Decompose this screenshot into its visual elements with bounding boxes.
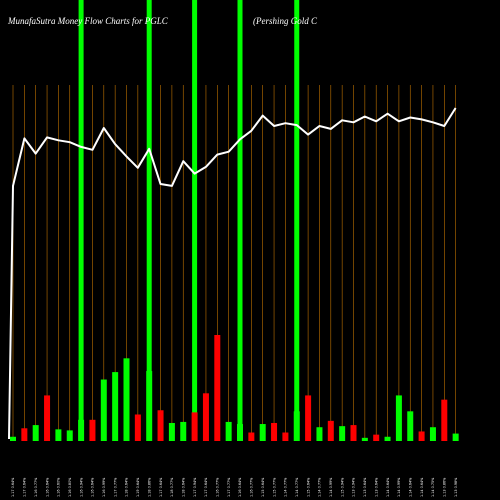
x-tick-label: 1.15 0.94% <box>340 477 344 497</box>
x-tick-label: 1.16 0.99% <box>102 477 106 497</box>
highlight-columns <box>78 0 300 441</box>
highlight-column <box>146 0 152 441</box>
x-tick-label: 1.13 0.64% <box>374 477 378 497</box>
volume-bar <box>202 393 209 441</box>
x-tick-label: 1.16 0.60% <box>57 477 61 497</box>
highlight-column <box>294 0 300 441</box>
x-tick-label: 1.14 0.77% <box>318 477 322 497</box>
volume-bar <box>271 422 278 441</box>
volume-bar <box>350 425 357 441</box>
volume-bar <box>384 436 391 441</box>
x-tick-label: 1.16 0.77% <box>34 477 38 497</box>
volume-bar <box>237 424 243 441</box>
volume-bar <box>44 395 51 441</box>
volume-bar <box>339 426 346 441</box>
x-tick-label: 1.16 0.77% <box>250 477 254 497</box>
x-tick-label: 1.14 0.99% <box>329 477 333 497</box>
volume-bar <box>441 399 448 441</box>
x-tick-label: 1.17 0.64% <box>159 477 163 497</box>
x-tick-label: 1.18 0.77% <box>170 477 174 497</box>
volume-bar <box>21 428 28 441</box>
highlight-column <box>78 0 84 441</box>
x-tick-label: 1.16 0.64% <box>45 477 49 497</box>
x-tick-label: 1.15 0.64% <box>261 477 265 497</box>
volume-bar <box>112 372 119 441</box>
x-tick-label: 1.13 0.86% <box>443 477 447 497</box>
volume-bar <box>10 436 16 441</box>
volume-bar <box>452 433 459 441</box>
volume-bar <box>395 395 402 441</box>
x-tick-label: 1.16 0.94% <box>79 477 83 497</box>
chart-subtitle: (Pershing Gold C <box>253 16 318 26</box>
price-line <box>8 107 457 440</box>
volume-bar <box>32 425 39 441</box>
x-tick-label: 1.14 0.77% <box>284 477 288 497</box>
x-tick-label: 1.14 0.64% <box>408 477 412 497</box>
volume-bar <box>259 424 266 441</box>
volume-bar <box>100 379 107 441</box>
x-tick-label: 1.15 0.77% <box>272 477 276 497</box>
x-tick-label: 1.17 0.64% <box>11 477 15 497</box>
price-line-path <box>8 107 457 440</box>
volume-bar <box>146 371 153 441</box>
volume-bar <box>123 358 130 441</box>
x-tick-label: 1.14 0.99% <box>397 477 401 497</box>
volume-bar <box>225 421 232 441</box>
x-tick-label: 1.14 0.64% <box>386 477 390 497</box>
volume-bar <box>168 422 175 441</box>
x-tick-label: 1.19 0.64% <box>136 477 140 497</box>
volume-bar <box>429 427 436 441</box>
volume-bar <box>66 430 73 441</box>
x-tick-label: 1.13 0.98% <box>454 477 458 497</box>
volume-bar <box>89 419 96 441</box>
x-tick-labels: 1.17 0.64% 1.17 0.64% 1.16 0.77% 1.16 0.64%… <box>11 477 458 497</box>
volume-bar <box>78 419 85 441</box>
volume-bar <box>418 431 425 441</box>
x-tick-label: 1.15 0.64% <box>306 477 310 497</box>
volume-bar <box>157 410 164 441</box>
x-tick-label: 1.13 0.94% <box>352 477 356 497</box>
x-tick-label: 1.18 0.86% <box>147 477 151 497</box>
x-tick-label: 1.17 0.64% <box>23 477 27 497</box>
x-tick-label: 1.14 0.77% <box>295 477 299 497</box>
x-tick-label: 1.13 0.64% <box>363 477 367 497</box>
x-tick-label: 1.16 0.64% <box>238 477 242 497</box>
x-tick-label: 1.18 0.64% <box>125 477 129 497</box>
x-tick-label: 1.16 0.64% <box>91 477 95 497</box>
x-tick-label: 1.17 0.77% <box>227 477 231 497</box>
volume-bar <box>214 335 221 441</box>
volume-bar <box>191 412 198 441</box>
volume-bar <box>316 427 323 441</box>
chart-title: MunafaSutra Money Flow Charts for PGLC <box>7 16 169 26</box>
x-tick-label: 1.17 0.94% <box>193 477 197 497</box>
x-tick-label: 1.17 0.77% <box>113 477 117 497</box>
volume-bar <box>282 432 289 441</box>
volume-bar <box>55 429 62 441</box>
volume-bar <box>305 395 312 441</box>
highlight-column <box>192 0 198 441</box>
volume-bar <box>327 420 334 441</box>
x-tick-label: 1.17 0.64% <box>204 477 208 497</box>
volume-bar <box>248 432 255 441</box>
volume-bar <box>293 411 300 441</box>
x-tick-label: 1.14 0.64% <box>420 477 424 497</box>
x-tick-label: 1.16 0.77% <box>216 477 220 497</box>
volume-bar <box>361 437 368 441</box>
volume-bars <box>10 335 459 441</box>
x-tick-label: 1.18 0.64% <box>181 477 185 497</box>
highlight-column <box>237 0 243 441</box>
x-tick-label: 1.16 0.80% <box>68 477 72 497</box>
volume-bar <box>407 411 414 441</box>
volume-bar <box>134 414 141 441</box>
volume-bar <box>373 434 380 441</box>
volume-bar <box>180 421 187 441</box>
x-tick-label: 1.14 0.75% <box>431 477 435 497</box>
